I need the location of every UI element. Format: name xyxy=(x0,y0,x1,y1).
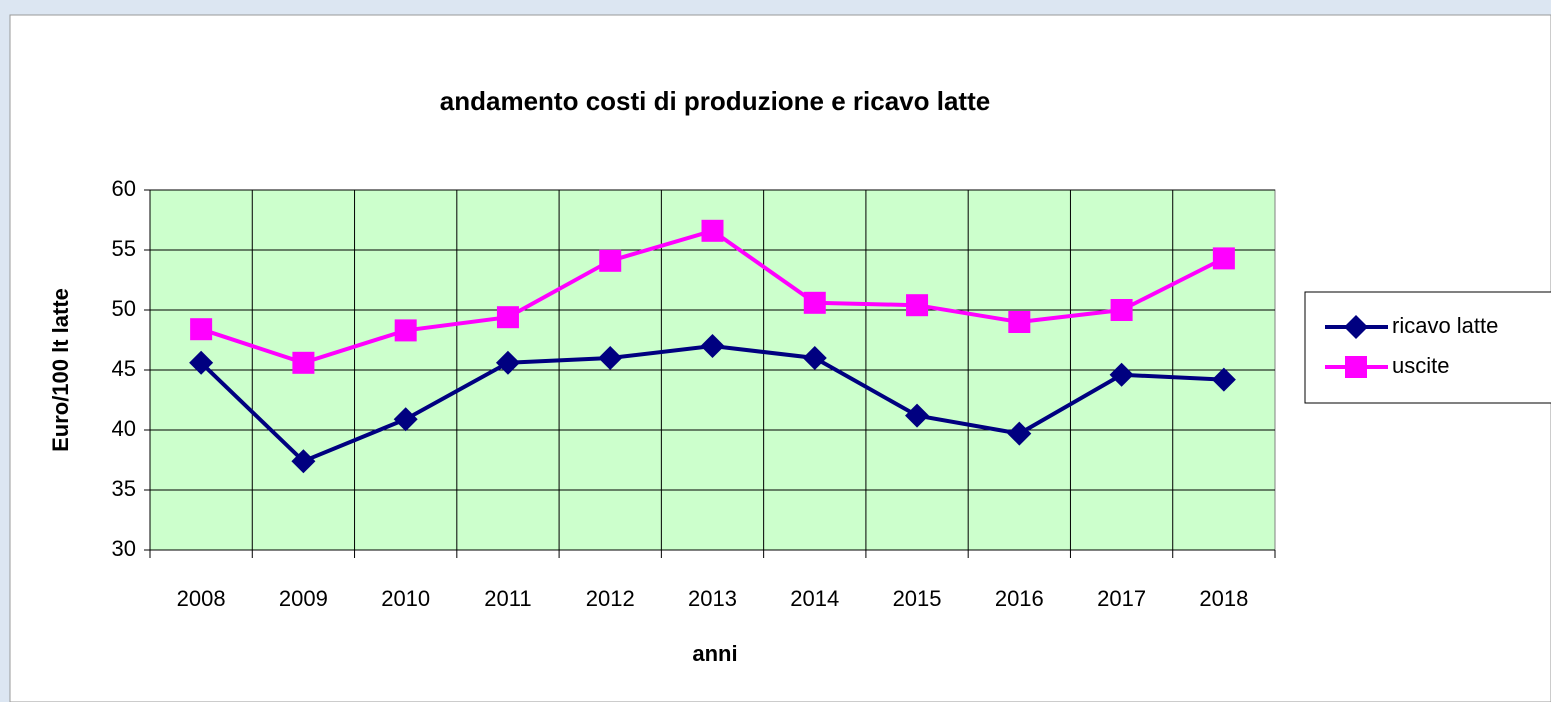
marker xyxy=(495,350,520,375)
marker xyxy=(291,449,316,474)
marker xyxy=(906,294,929,317)
marker xyxy=(1110,299,1133,321)
x-tick-label: 2010 xyxy=(381,586,430,611)
marker xyxy=(1007,421,1032,446)
chart-title: andamento costi di produzione e ricavo l… xyxy=(440,86,990,116)
x-tick-label: 2008 xyxy=(177,586,226,611)
marker xyxy=(700,334,725,358)
x-tick-label: 2014 xyxy=(790,586,839,611)
y-tick-label: 50 xyxy=(112,296,136,321)
marker xyxy=(394,319,417,342)
x-tick-label: 2011 xyxy=(484,586,531,611)
y-tick-label: 35 xyxy=(112,476,136,501)
x-tick-label: 2017 xyxy=(1097,586,1146,611)
marker xyxy=(599,249,622,272)
marker xyxy=(1109,362,1134,387)
y-tick-label: 40 xyxy=(112,416,136,441)
x-tick-label: 2018 xyxy=(1199,586,1248,611)
x-tick-label: 2016 xyxy=(995,586,1044,611)
x-tick-label: 2015 xyxy=(893,586,942,611)
x-tick-label: 2009 xyxy=(279,586,328,611)
y-tick-label: 55 xyxy=(112,236,136,261)
y-tick-label: 45 xyxy=(112,356,136,381)
marker xyxy=(701,219,724,242)
x-tick-label: 2013 xyxy=(688,586,737,611)
legend-label: uscite xyxy=(1392,353,1449,378)
x-tick-label: 2012 xyxy=(586,586,635,611)
marker xyxy=(189,350,214,375)
marker xyxy=(802,346,827,370)
marker xyxy=(1008,311,1031,333)
marker xyxy=(1345,356,1367,378)
marker xyxy=(292,351,315,374)
legend-label: ricavo latte xyxy=(1392,313,1498,338)
marker xyxy=(1211,367,1236,392)
marker xyxy=(1212,247,1235,270)
marker xyxy=(393,407,418,432)
marker xyxy=(905,403,930,428)
y-axis-label: Euro/100 lt latte xyxy=(48,288,73,452)
marker xyxy=(190,318,213,341)
marker xyxy=(496,306,519,329)
x-axis-label: anni xyxy=(692,641,737,666)
y-tick-label: 60 xyxy=(112,176,136,201)
y-tick-label: 30 xyxy=(112,536,136,561)
marker xyxy=(803,291,826,314)
marker xyxy=(598,346,623,370)
legend-box xyxy=(1304,291,1551,404)
marker xyxy=(1344,315,1368,339)
